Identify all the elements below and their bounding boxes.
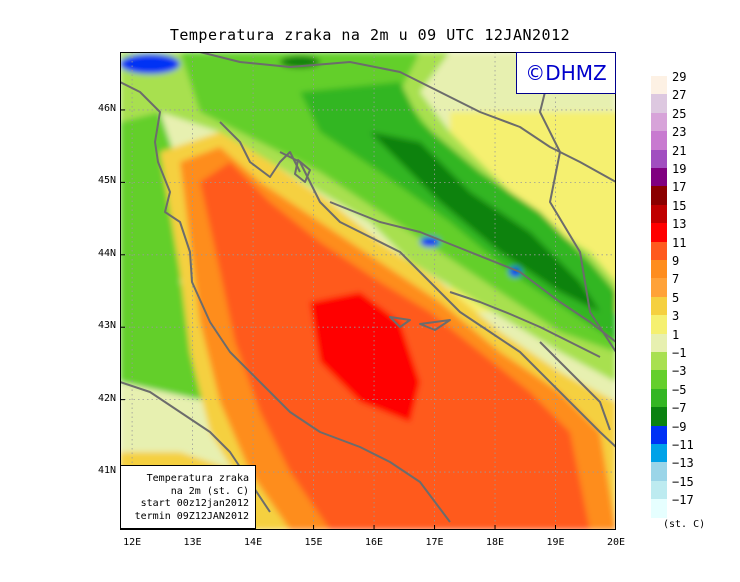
legend-level-label: 1: [672, 327, 680, 342]
temperature-field: [120, 52, 616, 530]
field-adriatic-red: [310, 292, 420, 422]
legend-level-label: 17: [672, 180, 687, 195]
legend-level-label: 9: [672, 254, 680, 268]
legend-level-label: −9: [672, 419, 687, 434]
map-title: Temperatura zraka na 2m u 09 UTC 12JAN20…: [169, 26, 571, 44]
legend-swatch: [651, 499, 667, 518]
longitude-label: 13E: [183, 537, 202, 548]
legend-swatch: [651, 260, 667, 279]
legend-swatch: [651, 112, 667, 132]
legend-level-label: −13: [672, 456, 694, 471]
legend-unit: (st. C): [663, 519, 706, 530]
legend-swatch: [651, 425, 667, 444]
border-east: [539, 71, 616, 353]
italy-coast: [120, 81, 451, 523]
legend-level-label: 29: [672, 70, 687, 84]
legend-swatch: [651, 278, 667, 297]
longitude-label: 15E: [304, 537, 323, 548]
legend-swatch: [651, 131, 667, 150]
dhmz-logo: ©DHMZ: [516, 52, 616, 94]
legend-level-label: −1: [672, 346, 687, 360]
legend-level-label: 23: [672, 125, 687, 140]
legend-swatch: [651, 444, 667, 463]
legend-swatch: [651, 370, 667, 389]
legend-level-label: 19: [672, 162, 687, 176]
legend-level-label: 25: [672, 106, 687, 121]
field-inland-mid-green: [180, 52, 616, 352]
island: [389, 316, 411, 328]
legend-level-label: −5: [672, 382, 687, 397]
field-cold-spot: [420, 237, 440, 247]
legend-swatch: [651, 76, 667, 95]
legend-swatch: [651, 388, 667, 408]
legend-level-label: 3: [672, 309, 680, 324]
legend-level-label: 7: [672, 272, 680, 287]
longitude-label: 16E: [365, 537, 384, 548]
legend-swatch: [651, 296, 667, 316]
legend-swatch: [651, 480, 667, 500]
grid-lines: [120, 52, 616, 530]
legend-level-label: −17: [672, 493, 694, 508]
longitude-label: 17E: [425, 537, 444, 548]
istria-coast: [219, 121, 301, 178]
info-line: start 00z12jan2012: [140, 498, 249, 509]
latitude-label: 42N: [97, 392, 116, 404]
legend-level-label: 21: [672, 143, 687, 158]
legend-level-label: −15: [672, 474, 694, 489]
legend-level-label: 5: [672, 290, 680, 305]
legend-swatch: [651, 333, 667, 352]
legend-level-label: 13: [672, 217, 687, 232]
croatia-coast: [279, 151, 616, 448]
island: [419, 319, 451, 331]
latitude-label: 45N: [97, 175, 116, 187]
legend-swatch: [651, 149, 667, 168]
legend-level-label: −7: [672, 401, 687, 416]
field-inland-darkest-green: [370, 132, 600, 312]
field-cold-spot: [120, 54, 180, 74]
temperature-map: [120, 52, 616, 530]
info-line: na 2m (st. C): [170, 485, 249, 497]
legend-level-label: −11: [672, 438, 694, 452]
legend-swatch: [651, 186, 667, 205]
longitude-label: 12E: [123, 537, 142, 548]
legend-swatch: [651, 223, 667, 242]
longitude-label: 20E: [606, 537, 626, 548]
legend-swatch: [651, 462, 667, 481]
legend-level-label: 15: [672, 198, 687, 213]
legend-level-label: 27: [672, 88, 687, 103]
border-balkan: [539, 341, 611, 431]
longitude-label: 19E: [546, 537, 565, 548]
latitude-label: 44N: [97, 247, 116, 259]
legend-swatch: [651, 241, 667, 260]
legend-swatch: [651, 407, 667, 426]
latitude-label: 41N: [97, 465, 116, 477]
legend-swatch: [651, 315, 667, 334]
legend-level-label: 11: [672, 235, 687, 250]
border-bosnia: [329, 201, 616, 343]
legend-swatch: [651, 352, 667, 371]
latitude-label: 46N: [97, 102, 116, 114]
legend-level-label: −3: [672, 364, 687, 379]
info-box: Temperatura zraka na 2m (st. C) start 00…: [120, 465, 256, 529]
longitude-label: 14E: [244, 537, 263, 548]
longitude-label: 18E: [485, 537, 505, 548]
info-line: termin 09Z12JAN2012: [134, 510, 249, 522]
border-bosnia-south: [449, 291, 601, 358]
legend-swatch: [651, 94, 667, 113]
legend-swatch: [651, 204, 667, 224]
coastline-borders: [120, 52, 616, 523]
map-frame: [120, 52, 616, 530]
latitude-label: 43N: [97, 320, 116, 332]
legend-swatch: [651, 168, 667, 187]
island: [294, 159, 311, 183]
info-line: Temperatura zraka: [146, 473, 249, 484]
